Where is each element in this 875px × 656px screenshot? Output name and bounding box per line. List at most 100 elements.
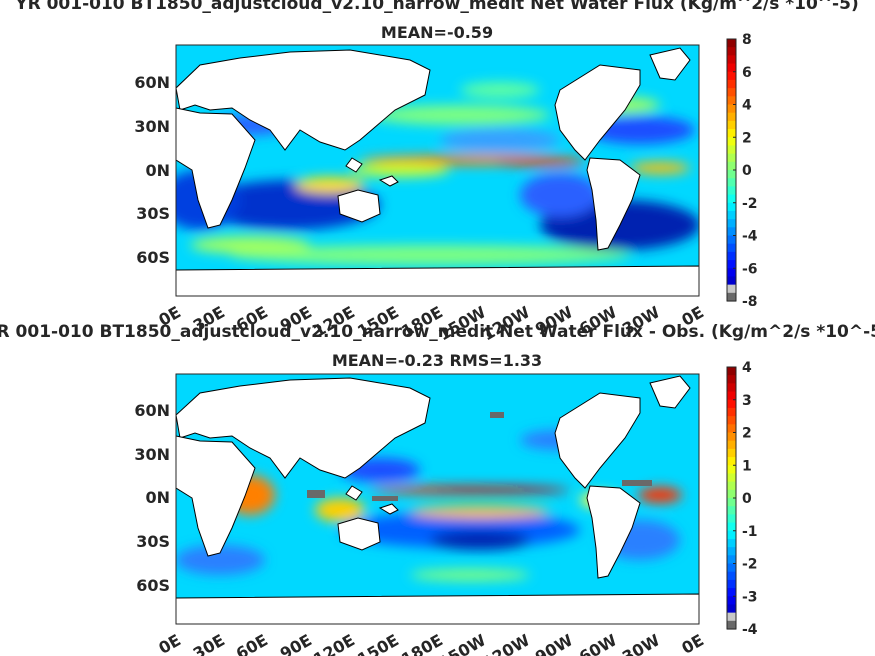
colorbar-tick-label: 1 — [742, 458, 752, 474]
colorbar-swatch — [727, 416, 736, 425]
panel-1-frame — [175, 44, 700, 297]
colorbar-swatch — [727, 96, 736, 106]
colorbar-swatch — [727, 276, 736, 286]
colorbar-tick-label: 0 — [742, 163, 752, 179]
colorbar-swatch — [727, 88, 736, 97]
panel-2: YR 001-010 BT1850_adjustcloud_v2.10_narr… — [0, 322, 875, 656]
colorbar-tick-label: -6 — [742, 261, 758, 277]
colorbar-swatch — [727, 186, 736, 196]
colorbar-swatch — [727, 137, 736, 147]
colorbar-tick-label: 4 — [742, 98, 752, 114]
colorbar-tick-label: 6 — [742, 65, 752, 81]
colorbar-tick-label: -8 — [742, 294, 758, 310]
colorbar-swatch — [727, 555, 736, 565]
colorbar-swatch — [727, 538, 736, 548]
panel-1: YR 001-010 BT1850_adjustcloud_v2.10_narr… — [14, 0, 858, 344]
colorbar-swatch — [727, 129, 736, 138]
colorbar-swatch — [727, 71, 736, 81]
panel-1-mean-label: MEAN=-0.59 — [381, 23, 493, 42]
panel-1-y-tick-4: 60S — [136, 248, 170, 267]
colorbar-swatch — [727, 547, 736, 556]
colorbar-swatch — [727, 424, 736, 434]
colorbar-swatch — [727, 235, 736, 245]
panel-2-y-tick-3: 30S — [136, 532, 170, 551]
panel-2-frame — [175, 373, 700, 625]
colorbar-swatch — [727, 448, 736, 458]
panel-2-x-tick-0: 0E — [155, 630, 184, 656]
panel-2-continents — [176, 375, 699, 624]
colorbar-swatch — [727, 284, 736, 294]
colorbar-swatch — [727, 120, 736, 130]
panel-2-x-tick-2: 60E — [233, 630, 271, 656]
panel-2-colorbar: 4 3 2 1 0 -1 -2 -3 -4 — [726, 360, 758, 638]
colorbar-swatch — [727, 465, 736, 475]
colorbar-swatch — [727, 153, 736, 163]
colorbar-swatch — [727, 170, 736, 179]
colorbar-swatch — [727, 219, 736, 228]
colorbar-tick-label: 8 — [742, 32, 752, 48]
colorbar-swatch — [727, 39, 736, 48]
colorbar-swatch — [727, 178, 736, 187]
panel-2-x-tick-10: 60W — [576, 630, 620, 656]
colorbar-swatch — [727, 292, 736, 302]
panel-2-x-tick-4: 120E — [310, 630, 358, 656]
colorbar-swatch — [727, 530, 736, 540]
colorbar-swatch — [727, 202, 736, 212]
colorbar-swatch — [727, 251, 736, 261]
panel-2-x-tick-8: 120W — [479, 630, 533, 656]
panel-2-x-tick-5: 150E — [354, 630, 402, 656]
colorbar-swatch — [727, 457, 736, 466]
panel-2-x-tick-9: 90W — [532, 630, 576, 656]
panel-2-x-tick-11: 30W — [619, 630, 663, 656]
colorbar-swatch — [727, 210, 736, 220]
colorbar-swatch — [727, 473, 736, 483]
panel-1-y-tick-0: 60N — [134, 73, 170, 92]
colorbar-swatch — [727, 260, 736, 269]
colorbar-swatch — [727, 399, 736, 409]
colorbar-swatch — [727, 579, 736, 589]
colorbar-swatch — [727, 55, 736, 65]
panel-2-x-tick-6: 180E — [398, 630, 446, 656]
colorbar-tick-label: -1 — [742, 524, 758, 540]
panel-1-continents — [176, 47, 699, 296]
colorbar-swatch — [727, 391, 736, 401]
colorbar-tick-label: 0 — [742, 491, 752, 507]
colorbar-swatch — [727, 620, 736, 630]
colorbar-swatch — [727, 514, 736, 524]
colorbar-tick-label: 2 — [742, 130, 752, 146]
colorbar-swatch — [727, 563, 736, 573]
colorbar-swatch — [727, 489, 736, 499]
panel-2-x-tick-1: 30E — [190, 630, 228, 656]
colorbar-tick-label: -2 — [742, 196, 758, 212]
colorbar-tick-label: -4 — [742, 622, 758, 638]
colorbar-swatch — [727, 588, 736, 597]
panel-2-y-tick-4: 60S — [136, 576, 170, 595]
panel-2-x-ticks: 0E 30E 60E 90E 120E 150E 180E 150W 120W … — [155, 630, 707, 656]
colorbar-swatch — [727, 604, 736, 614]
colorbar-tick-label: 3 — [742, 393, 752, 409]
colorbar-tick-label: 4 — [742, 360, 752, 376]
panel-2-y-tick-1: 30N — [134, 445, 170, 464]
panel-1-y-tick-3: 30S — [136, 204, 170, 223]
colorbar-swatch — [727, 63, 736, 73]
colorbar-swatch — [727, 145, 736, 155]
colorbar-swatch — [727, 47, 736, 56]
colorbar-swatch — [727, 383, 736, 393]
colorbar-tick-label: -2 — [742, 557, 758, 573]
colorbar-swatch — [727, 481, 736, 491]
colorbar-tick-label: -3 — [742, 589, 758, 605]
colorbar-swatch — [727, 432, 736, 442]
panel-1-colorbar: 8 6 4 2 0 -2 -4 -6 -8 — [726, 32, 758, 310]
colorbar-swatch — [727, 194, 736, 204]
colorbar-swatch — [727, 498, 736, 507]
panel-2-y-ticks: 60N 30N 0N 30S 60S — [134, 401, 170, 595]
colorbar-swatch — [727, 268, 736, 278]
colorbar-swatch — [727, 112, 736, 122]
panel-1-y-tick-1: 30N — [134, 117, 170, 136]
colorbar-swatch — [727, 440, 736, 450]
panel-2-y-tick-0: 60N — [134, 401, 170, 420]
colorbar-swatch — [727, 104, 736, 114]
colorbar-swatch — [727, 375, 736, 384]
panel-1-y-tick-2: 0N — [145, 161, 170, 180]
